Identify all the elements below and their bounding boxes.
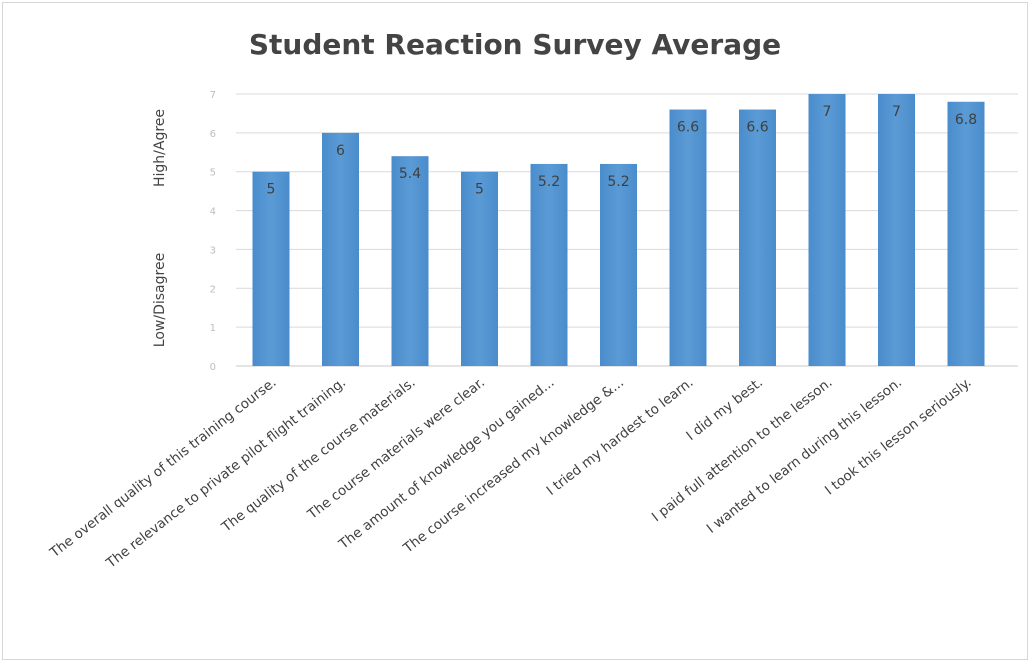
data-label: 5 <box>475 182 484 198</box>
bar <box>322 132 359 366</box>
y-tick-label: 4 <box>210 207 216 218</box>
y-tick-label: 3 <box>210 245 216 256</box>
data-label: 5 <box>267 182 276 198</box>
data-label: 7 <box>892 104 901 120</box>
data-label: 5.2 <box>538 174 560 190</box>
bar <box>391 156 429 366</box>
data-label: 5.4 <box>399 166 421 182</box>
data-label: 7 <box>823 104 832 120</box>
bar <box>669 109 707 367</box>
y-tick-label: 2 <box>210 284 216 295</box>
bar <box>878 94 915 366</box>
data-label: 5.2 <box>607 174 629 190</box>
chart-title: Student Reaction Survey Average <box>248 28 782 61</box>
bar <box>252 171 290 366</box>
bar <box>600 163 637 366</box>
category-label: I took this lesson seriously. <box>822 375 974 499</box>
category-label: I tried my hardest to learn. <box>544 375 697 499</box>
data-label: 6.6 <box>677 120 699 136</box>
bar <box>947 101 985 367</box>
y-tick-label: 5 <box>210 168 216 179</box>
y-tick-label: 1 <box>210 323 216 334</box>
data-label: 6.6 <box>746 120 768 136</box>
y-tick-label: 6 <box>210 129 216 140</box>
bar <box>739 109 776 367</box>
data-label: 6 <box>336 143 345 159</box>
bar <box>461 171 498 366</box>
bar <box>530 163 568 366</box>
data-label: 6.8 <box>955 112 977 128</box>
bar <box>808 94 846 366</box>
category-label: The relevance to private pilot flight tr… <box>103 375 349 572</box>
y-tick-label: 0 <box>210 362 216 373</box>
y-tick-label: 7 <box>210 90 216 101</box>
